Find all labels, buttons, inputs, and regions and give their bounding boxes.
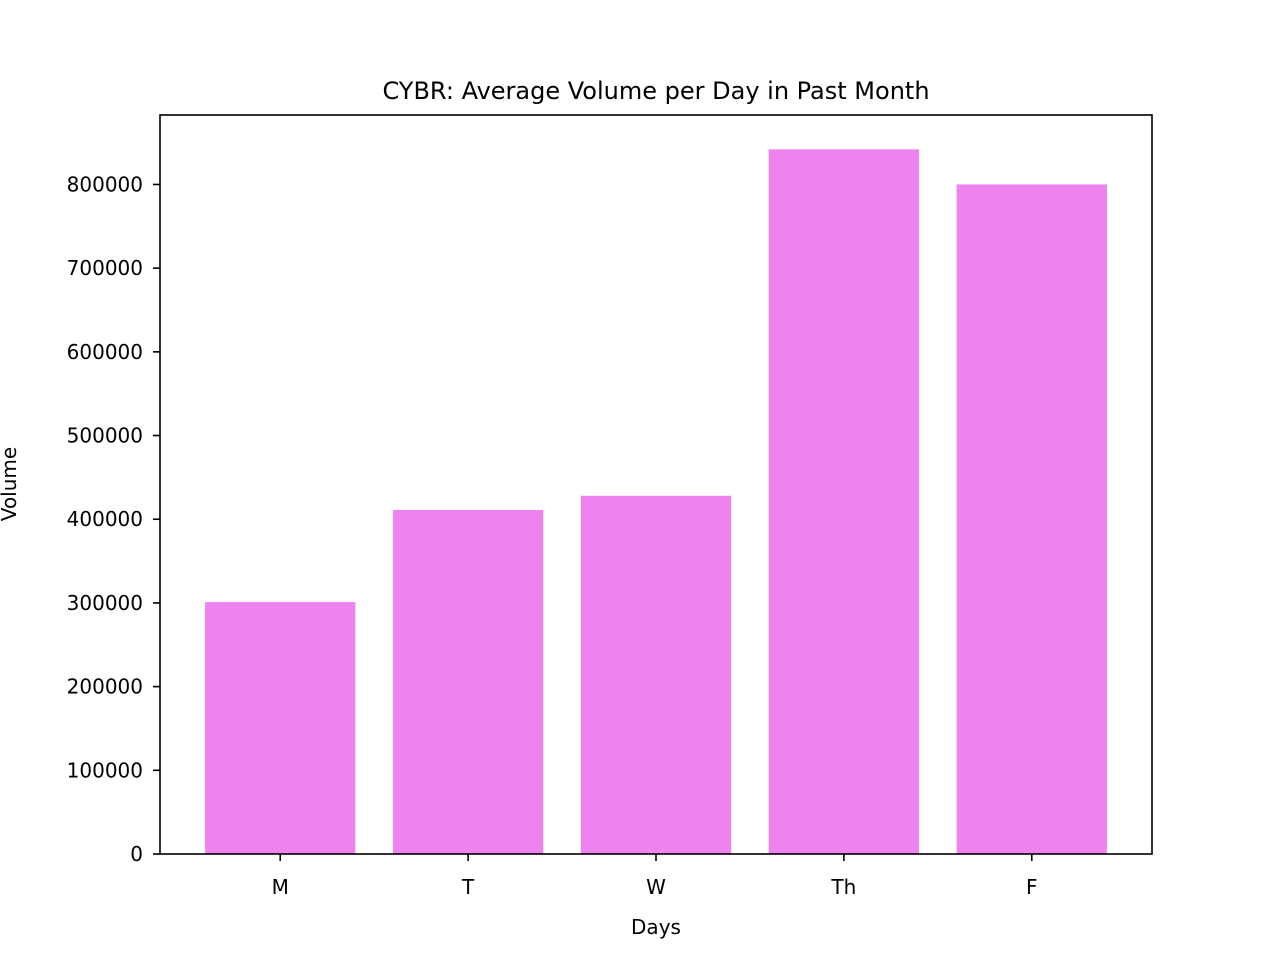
bar-m: [205, 602, 356, 854]
bars: [205, 149, 1107, 854]
x-tick-label-f: F: [1026, 875, 1038, 899]
bar-t: [392, 510, 544, 854]
y-axis-label: Volume: [0, 447, 21, 521]
y-tick-label: 600000: [67, 340, 143, 364]
bar-th: [768, 149, 920, 854]
y-tick-label: 400000: [67, 507, 143, 531]
chart-title: CYBR: Average Volume per Day in Past Mon…: [382, 77, 929, 105]
y-axis-ticks: 0 100000 200000 300000 400000 500000 600000 700…: [67, 172, 160, 866]
x-axis-ticks: M T W Th F: [272, 854, 1038, 899]
x-axis-label: Days: [631, 915, 681, 939]
x-tick-label-th: Th: [830, 875, 856, 899]
bar-w: [580, 495, 732, 854]
y-tick-label: 200000: [67, 675, 143, 699]
y-tick-label: 500000: [67, 424, 143, 448]
y-tick-label: 800000: [67, 172, 143, 196]
y-tick-label: 700000: [67, 256, 143, 280]
y-tick-label: 100000: [67, 758, 143, 782]
x-tick-label-m: M: [272, 875, 289, 899]
x-tick-label-w: W: [646, 875, 666, 899]
bar-f: [956, 184, 1107, 854]
y-tick-label: 0: [130, 842, 143, 866]
y-tick-label: 300000: [67, 591, 143, 615]
plot-area-frame: [159, 114, 1153, 855]
x-tick-label-t: T: [461, 875, 475, 899]
